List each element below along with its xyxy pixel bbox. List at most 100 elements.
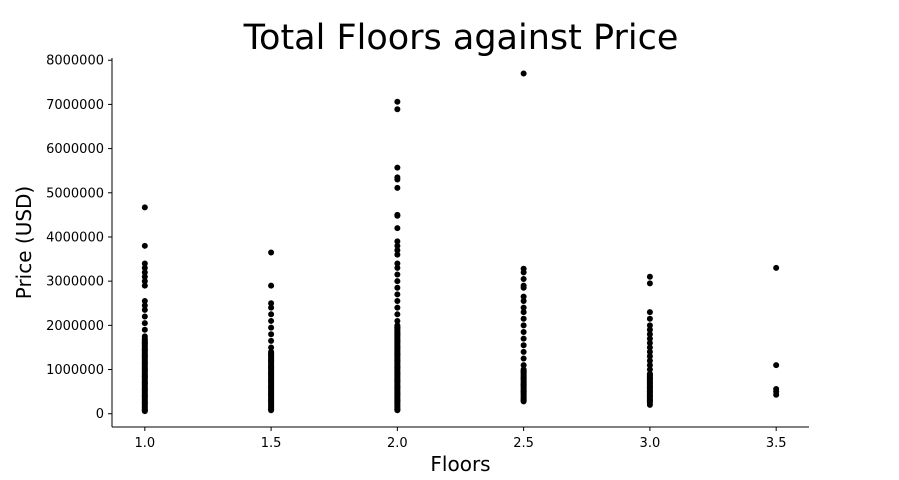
data-point — [268, 344, 275, 351]
data-point — [646, 280, 653, 287]
data-point — [394, 351, 401, 358]
data-point — [394, 357, 401, 364]
x-tick-label: 1.0 — [134, 436, 155, 451]
data-point — [141, 399, 148, 406]
data-point — [141, 333, 148, 340]
data-point — [520, 269, 527, 276]
data-point — [141, 386, 148, 393]
data-point — [394, 247, 401, 254]
data-point — [141, 306, 148, 313]
data-point — [394, 212, 401, 219]
data-point — [646, 362, 653, 369]
data-point — [520, 304, 527, 311]
data-point — [394, 271, 401, 278]
data-point — [141, 204, 148, 211]
data-point — [394, 225, 401, 232]
data-point — [141, 278, 148, 285]
y-tick-label: 7000000 — [46, 98, 104, 113]
data-point — [394, 98, 401, 105]
data-point — [520, 328, 527, 335]
data-point — [268, 324, 275, 331]
data-point — [520, 375, 527, 382]
data-point — [394, 317, 401, 324]
y-axis-ticks: 0 1000000 2000000 3000000 4000000 5000000 6000… — [46, 54, 112, 422]
data-point — [520, 275, 527, 282]
data-point — [520, 355, 527, 362]
data-point — [394, 311, 401, 318]
chart-title: Total Floors against Price — [243, 18, 679, 58]
data-point — [646, 326, 653, 333]
data-point — [141, 264, 148, 271]
data-point — [141, 366, 148, 373]
x-axis-ticks: 1.0 1.5 2.0 2.5 3.0 3.5 — [134, 427, 787, 451]
data-point — [268, 357, 275, 364]
data-point — [773, 391, 780, 398]
data-point — [646, 353, 653, 360]
data-point — [646, 393, 653, 400]
data-point — [520, 309, 527, 316]
data-point — [268, 337, 275, 344]
data-point — [141, 242, 148, 249]
data-point — [394, 344, 401, 351]
data-point — [268, 351, 275, 358]
data-point — [141, 298, 148, 305]
data-point — [520, 368, 527, 375]
data-point — [520, 315, 527, 322]
data-point — [268, 397, 275, 404]
data-point — [646, 357, 653, 364]
x-tick-label: 2.0 — [387, 436, 408, 451]
data-point — [520, 342, 527, 349]
data-point — [394, 264, 401, 271]
data-point — [394, 176, 401, 183]
data-point — [646, 370, 653, 377]
data-point — [646, 379, 653, 386]
data-point — [646, 322, 653, 329]
data-point — [141, 326, 148, 333]
y-axis-label: Price (USD) — [12, 186, 36, 300]
data-point — [394, 390, 401, 397]
data-point — [141, 273, 148, 280]
data-points — [141, 70, 780, 414]
data-point — [141, 379, 148, 386]
data-point — [394, 184, 401, 191]
data-point — [520, 382, 527, 389]
data-point — [268, 370, 275, 377]
data-point — [773, 264, 780, 271]
data-point — [394, 331, 401, 338]
data-point — [394, 106, 401, 113]
data-point — [268, 311, 275, 318]
data-point — [394, 397, 401, 404]
data-point — [141, 302, 148, 309]
data-point — [646, 335, 653, 342]
data-point — [268, 282, 275, 289]
data-point — [646, 384, 653, 391]
y-tick-label: 4000000 — [46, 230, 104, 245]
data-point — [268, 377, 275, 384]
y-tick-label: 5000000 — [46, 186, 104, 201]
data-point — [520, 362, 527, 369]
data-point — [141, 282, 148, 289]
data-point — [394, 278, 401, 285]
data-point — [646, 397, 653, 404]
data-point — [394, 238, 401, 245]
data-point — [141, 407, 148, 414]
data-point — [773, 362, 780, 369]
data-point — [141, 340, 148, 347]
data-point — [141, 320, 148, 327]
data-point — [646, 331, 653, 338]
data-point — [646, 315, 653, 322]
data-point — [646, 344, 653, 351]
data-point — [394, 324, 401, 331]
data-point — [394, 377, 401, 384]
data-point — [394, 364, 401, 371]
data-point — [646, 309, 653, 316]
x-tick-label: 3.5 — [766, 436, 787, 451]
data-point — [394, 164, 401, 171]
data-point — [520, 322, 527, 329]
data-point — [520, 348, 527, 355]
y-tick-label: 1000000 — [46, 363, 104, 378]
data-point — [268, 249, 275, 256]
data-point — [141, 393, 148, 400]
data-point — [520, 335, 527, 342]
